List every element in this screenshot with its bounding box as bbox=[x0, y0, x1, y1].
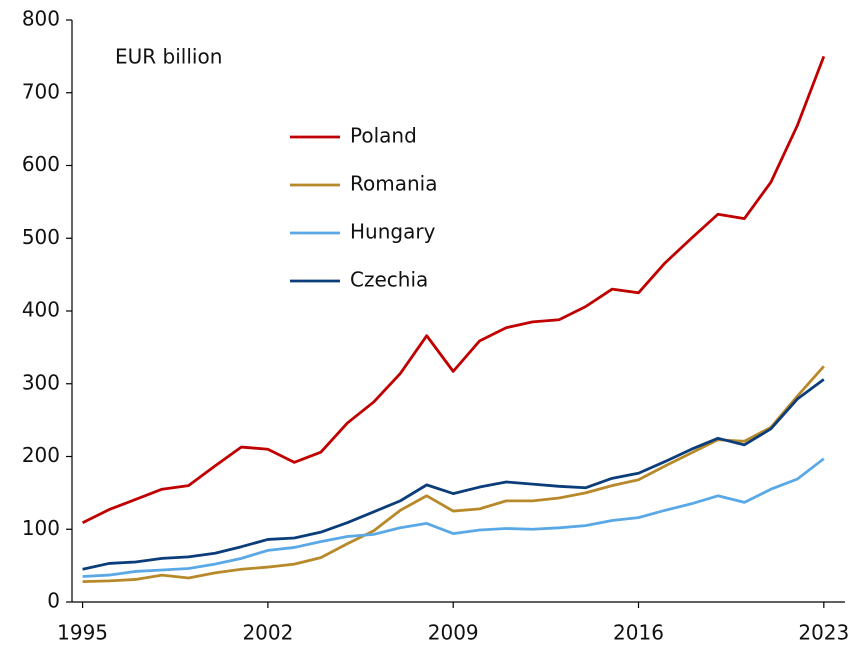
legend-label: Hungary bbox=[350, 220, 436, 244]
x-tick-label: 1995 bbox=[57, 621, 108, 645]
y-tick-label: 400 bbox=[22, 298, 60, 322]
y-tick-label: 100 bbox=[22, 516, 60, 540]
y-tick-label: 500 bbox=[22, 225, 60, 249]
y-tick-label: 600 bbox=[22, 152, 60, 176]
x-tick-label: 2009 bbox=[428, 621, 479, 645]
legend-label: Czechia bbox=[350, 268, 428, 292]
legend-label: Romania bbox=[350, 172, 437, 196]
y-tick-label: 300 bbox=[22, 370, 60, 394]
y-tick-label: 0 bbox=[47, 589, 60, 613]
y-tick-label: 800 bbox=[22, 7, 60, 31]
series-line bbox=[82, 365, 825, 584]
unit-label: EUR billion bbox=[115, 45, 222, 69]
legend-label: Poland bbox=[350, 124, 417, 148]
y-tick-label: 200 bbox=[22, 443, 60, 467]
x-tick-label: 2023 bbox=[798, 621, 849, 645]
x-tick-label: 2016 bbox=[613, 621, 664, 645]
y-tick-label: 700 bbox=[22, 79, 60, 103]
series-line bbox=[81, 55, 826, 524]
x-tick-label: 2002 bbox=[242, 621, 293, 645]
series-line bbox=[82, 378, 825, 571]
series-line bbox=[82, 457, 825, 578]
